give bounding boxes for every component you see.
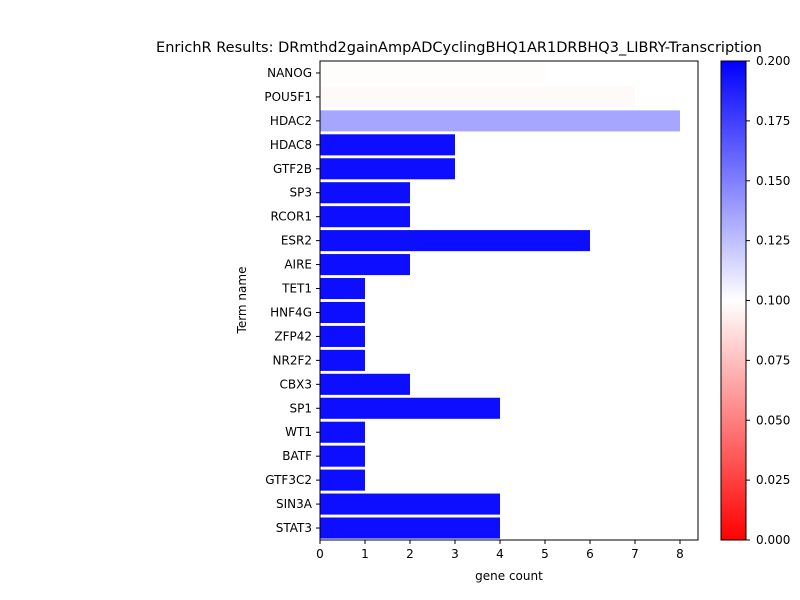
y-tick-label: WT1 xyxy=(285,425,312,439)
y-tick-label: GTF3C2 xyxy=(265,473,312,487)
bar-wt1 xyxy=(320,421,365,443)
y-tick-label: STAT3 xyxy=(276,521,312,535)
colorbar-tick-label: 0.175 xyxy=(756,114,790,128)
y-tick-label: HDAC8 xyxy=(270,138,312,152)
y-tick-label: SIN3A xyxy=(276,497,313,511)
bar-tet1 xyxy=(320,277,365,300)
colorbar-tick-label: 0.150 xyxy=(756,174,790,188)
bar-pou5f1 xyxy=(320,86,635,108)
bar-hdac8 xyxy=(320,134,455,156)
y-tick-label: HDAC2 xyxy=(270,114,312,128)
bar-gtf2b xyxy=(320,158,455,180)
colorbar-tick-label: 0.000 xyxy=(756,533,790,547)
x-tick-label: 8 xyxy=(676,547,684,561)
bar-sp1 xyxy=(320,397,500,419)
x-tick-label: 6 xyxy=(586,547,594,561)
bar-gtf3c2 xyxy=(320,469,365,491)
x-tick-label: 0 xyxy=(316,547,324,561)
bar-stat3 xyxy=(320,517,500,539)
bar-sin3a xyxy=(320,493,500,515)
colorbar-tick-label: 0.050 xyxy=(756,413,790,427)
y-tick-label: SP1 xyxy=(290,401,313,415)
bar-batf xyxy=(320,445,365,467)
x-axis-label: gene count xyxy=(475,569,543,583)
y-tick-label: SP3 xyxy=(290,186,313,200)
y-tick-label: POU5F1 xyxy=(264,90,312,104)
y-tick-label: GTF2B xyxy=(273,162,312,176)
y-tick-label: HNF4G xyxy=(270,305,312,319)
y-tick-label: CBX3 xyxy=(280,377,312,391)
colorbar-tick-label: 0.075 xyxy=(756,353,790,367)
bar-nr2f2 xyxy=(320,349,365,371)
bars-group xyxy=(320,62,680,539)
colorbar xyxy=(720,60,747,541)
y-ticks-group: NANOG POU5F1 HDAC2 HDAC8 GTF2B SP3 RCOR1 ESR2 AI… xyxy=(264,66,320,535)
bar-rcor1 xyxy=(320,206,410,228)
plot-frame xyxy=(319,60,699,541)
chart-title: EnrichR Results: DRmthd2gainAmpADCycling… xyxy=(156,40,762,56)
y-tick-label: AIRE xyxy=(284,258,312,272)
x-ticks-group: 0 1 2 3 4 5 6 7 8 xyxy=(316,540,684,561)
y-tick-label: RCOR1 xyxy=(270,210,312,224)
colorbar-tick-label: 0.100 xyxy=(756,294,790,308)
bar-esr2 xyxy=(320,230,590,252)
y-tick-label: ZFP42 xyxy=(274,329,312,343)
x-tick-label: 1 xyxy=(361,547,369,561)
bar-sp3 xyxy=(320,182,410,204)
colorbar-tick-label: 0.125 xyxy=(756,234,790,248)
bar-aire xyxy=(320,254,410,276)
bar-cbx3 xyxy=(320,373,410,395)
x-tick-label: 3 xyxy=(451,547,459,561)
bar-hdac2 xyxy=(320,110,680,132)
bar-hnf4g xyxy=(320,301,365,324)
y-tick-label: BATF xyxy=(282,449,312,463)
colorbar-ticks-group: 0.000 0.025 0.050 0.075 0.100 0.125 0.150 0.175… xyxy=(746,54,790,547)
y-tick-label: NANOG xyxy=(267,66,312,80)
bar-zfp42 xyxy=(320,325,365,347)
x-tick-label: 5 xyxy=(541,547,549,561)
colorbar-tick-label: 0.025 xyxy=(756,473,790,487)
x-tick-label: 2 xyxy=(406,547,414,561)
colorbar-tick-label: 0.200 xyxy=(756,54,790,68)
bar-nanog xyxy=(320,62,545,84)
y-tick-label: NR2F2 xyxy=(273,353,313,367)
y-axis-label: Term name xyxy=(235,267,249,335)
y-tick-label: TET1 xyxy=(281,282,312,296)
y-tick-label: ESR2 xyxy=(281,234,312,248)
x-tick-label: 4 xyxy=(496,547,504,561)
x-tick-label: 7 xyxy=(631,547,639,561)
